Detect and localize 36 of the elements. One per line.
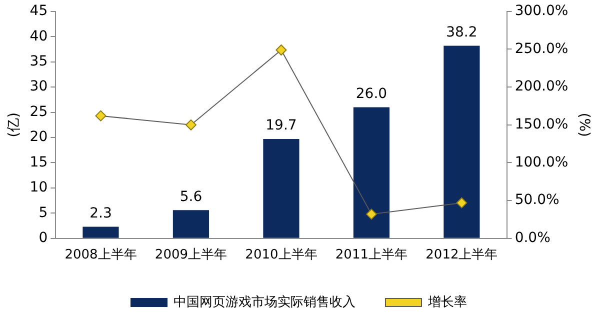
data-label: 2.3 — [90, 205, 112, 222]
y-tick-label: 40 — [30, 28, 48, 44]
y2-axis-title: (%) — [576, 112, 592, 138]
y-tick-label: 15 — [30, 154, 48, 170]
data-label: 19.7 — [266, 118, 297, 134]
data-label: 38.2 — [446, 24, 478, 40]
y-tick-label: 30 — [30, 78, 48, 95]
x-tick-label: 2012上半年 — [426, 248, 498, 263]
y2-tick-label: 200.0% — [514, 78, 568, 95]
y-tick-label: 10 — [30, 180, 48, 196]
y-tick-label: 35 — [30, 53, 48, 70]
y-tick-label: 25 — [30, 104, 48, 120]
y2-tick-label: 300.0% — [514, 3, 568, 20]
y2-tick-label: 0.0% — [514, 230, 550, 246]
y-tick-label: 0 — [38, 230, 48, 246]
y-axis-title: (亿) — [6, 112, 22, 138]
y2-tick-label: 150.0% — [514, 116, 568, 133]
legend-label: 中国网页游戏市场实际销售收入 — [174, 294, 356, 310]
bar — [263, 139, 300, 238]
y2-tick-label: 50.0% — [514, 192, 560, 208]
y2-tick-label: 250.0% — [514, 40, 568, 57]
data-label: 26.0 — [356, 86, 388, 102]
x-tick-label: 2010上半年 — [245, 248, 318, 263]
bar — [353, 107, 390, 238]
x-tick-label: 2008上半年 — [64, 248, 137, 263]
y-tick-label: 45 — [30, 3, 48, 20]
bar — [172, 210, 210, 238]
legend-label: 增长率 — [427, 294, 467, 310]
y2-tick-label: 100.0% — [514, 154, 568, 170]
bar — [444, 46, 480, 238]
x-tick-label: 2011上半年 — [335, 248, 408, 263]
y-tick-label: 5 — [38, 204, 48, 221]
x-tick-label: 2009上半年 — [154, 248, 228, 263]
data-label: 5.6 — [180, 188, 202, 205]
bar — [82, 226, 119, 238]
y-tick-label: 20 — [30, 129, 48, 146]
